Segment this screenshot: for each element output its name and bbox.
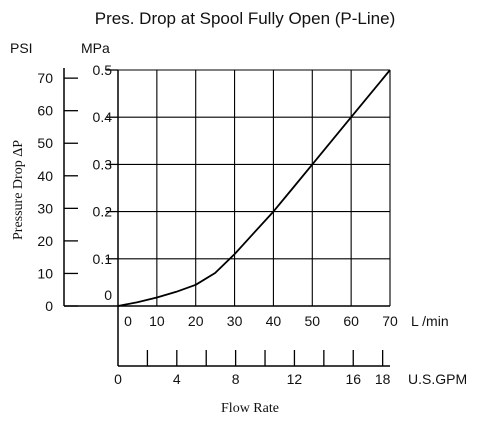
y-psi-unit-label: PSI	[10, 40, 33, 56]
mpa-tick-label: 0.4	[93, 109, 113, 125]
lmin-axis: 0 10 20 30 40 50 60 70	[124, 313, 398, 329]
lmin-tick-label: 30	[227, 313, 243, 329]
mpa-tick-label: 0	[104, 287, 112, 303]
lmin-tick-label: 20	[188, 313, 204, 329]
psi-tick-label: 20	[37, 233, 53, 249]
plot-grid	[118, 69, 391, 306]
psi-axis: 0 10 20 30 40 50 60 70	[37, 70, 78, 314]
y-axis-title: Pressure Drop ΔP	[11, 140, 26, 240]
lmin-tick-label: 10	[149, 313, 165, 329]
psi-tick-label: 0	[45, 298, 53, 314]
y-mpa-unit-label: MPa	[81, 40, 110, 56]
lmin-tick-label: 60	[343, 313, 359, 329]
gpm-tick-label: 16	[345, 371, 361, 387]
psi-tick-label: 10	[37, 265, 53, 281]
mpa-tick-label: 0.3	[93, 156, 113, 172]
x-secondary-unit-label: U.S.GPM	[408, 371, 467, 387]
series-group	[117, 69, 391, 307]
lmin-tick-label: 70	[382, 313, 398, 329]
x-axis-title: Flow Rate	[221, 401, 279, 416]
gpm-tick-label: 18	[375, 371, 391, 387]
lmin-tick-label: 40	[266, 313, 282, 329]
psi-tick-label: 40	[37, 168, 53, 184]
lmin-tick-label: 50	[304, 313, 320, 329]
psi-tick-label: 50	[37, 135, 53, 151]
gpm-tick-label: 12	[287, 371, 303, 387]
mpa-axis: 0 0.1 0.2 0.3 0.4 0.5	[93, 62, 118, 303]
mpa-tick-label: 0.1	[93, 251, 113, 267]
lmin-tick-label: 0	[124, 313, 132, 329]
gpm-axis: 0 4 8 12 16 18	[114, 350, 391, 387]
pressure-drop-curve	[117, 69, 391, 307]
gpm-tick-label: 0	[114, 371, 122, 387]
x-primary-unit-label: L /min	[411, 313, 449, 329]
psi-tick-label: 30	[37, 200, 53, 216]
gpm-tick-label: 4	[173, 371, 181, 387]
mpa-tick-label: 0.2	[93, 204, 113, 220]
mpa-tick-label: 0.5	[93, 62, 113, 78]
psi-tick-label: 70	[37, 70, 53, 86]
psi-tick-label: 60	[37, 103, 53, 119]
gpm-tick-label: 8	[232, 371, 240, 387]
chart-title: Pres. Drop at Spool Fully Open (P-Line)	[95, 9, 395, 28]
